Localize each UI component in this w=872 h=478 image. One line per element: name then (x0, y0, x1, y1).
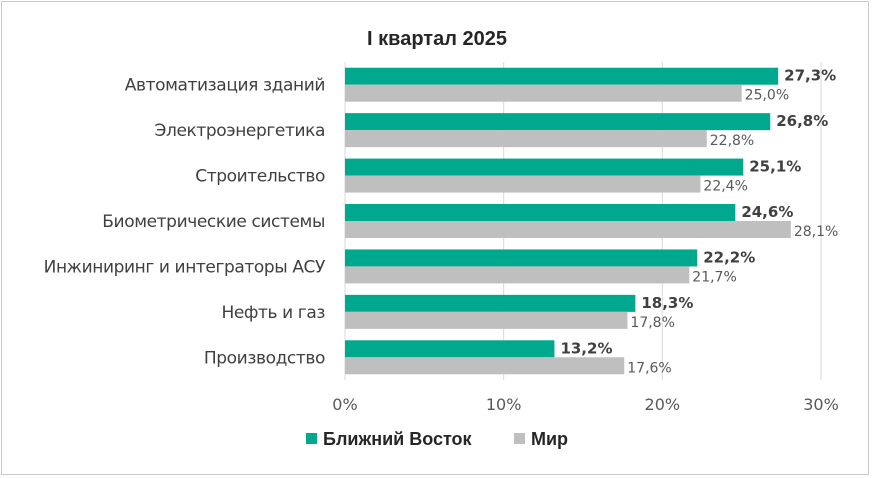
category-label: Биометрические системы (102, 212, 325, 232)
bar-world (345, 84, 742, 102)
bar-world (345, 175, 701, 193)
bar-world (345, 357, 625, 375)
category-label: Строительство (195, 167, 325, 187)
data-label-world: 22,4% (703, 179, 747, 195)
legend-swatch-middle-east (306, 433, 317, 444)
legend: Ближний Восток Мир (306, 429, 568, 449)
data-label-middle-east: 22,2% (703, 248, 755, 266)
data-label-world: 25,0% (745, 88, 789, 104)
data-label-middle-east: 18,3% (641, 294, 693, 312)
bar-world (345, 311, 628, 329)
data-label-world: 28,1% (794, 224, 838, 240)
data-label-world: 21,7% (692, 269, 736, 285)
category-label: Автоматизация зданий (125, 76, 325, 96)
bar-middle-east (345, 113, 771, 131)
category-label: Электроэнергетика (155, 121, 325, 141)
category-label: Инжиниринг и интеграторы АСУ (44, 257, 326, 277)
legend-label-world: Мир (531, 429, 568, 449)
bar-middle-east (345, 204, 736, 221)
bars (345, 67, 791, 375)
data-label-world: 17,8% (630, 315, 674, 331)
data-label-middle-east: 25,1% (749, 158, 801, 176)
x-tick-label: 20% (645, 395, 681, 414)
bar-world (345, 221, 791, 238)
bar-middle-east (345, 249, 698, 267)
category-label: Нефть и газ (221, 303, 325, 323)
category-label: Производство (204, 348, 325, 368)
legend-swatch-world (514, 433, 525, 444)
x-tick-label: 30% (803, 395, 839, 414)
data-label-middle-east: 27,3% (784, 67, 836, 85)
bar-world (345, 130, 707, 148)
bar-world (345, 266, 690, 284)
legend-label-middle-east: Ближний Восток (323, 429, 473, 449)
bar-middle-east (345, 340, 555, 358)
bar-middle-east (345, 158, 744, 176)
x-tick-label: 0% (332, 395, 357, 414)
chart-title: I квартал 2025 (367, 28, 507, 50)
labels: 0% 10% 20% 30% Автоматизация зданий 27,3% 25,0… (44, 67, 839, 414)
data-label-world: 17,6% (627, 360, 671, 376)
bar-middle-east (345, 294, 636, 312)
x-tick-label: 10% (486, 395, 522, 414)
data-label-world: 22,8% (710, 133, 754, 149)
data-label-middle-east: 13,2% (560, 339, 612, 357)
data-label-middle-east: 26,8% (776, 112, 828, 130)
data-label-middle-east: 24,6% (741, 203, 793, 221)
bar-middle-east (345, 67, 779, 85)
